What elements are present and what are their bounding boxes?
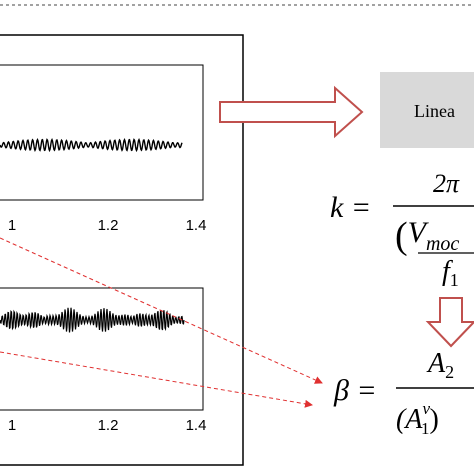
x-tick-label: 1.2 xyxy=(98,217,119,234)
equation-lhs: β = xyxy=(333,374,377,407)
numerator: 2π xyxy=(433,169,460,198)
box-label: Linea xyxy=(414,101,455,121)
x-tick-label: 1.2 xyxy=(98,417,119,434)
waveform xyxy=(0,137,183,153)
waveform xyxy=(0,307,185,333)
denominator: (Vmoc xyxy=(395,215,459,257)
x-tick-label: 1.4 xyxy=(186,217,207,234)
panel-frame xyxy=(0,34,244,466)
denominator: (Av 1) xyxy=(396,399,439,438)
link-arrow xyxy=(0,237,323,384)
x-tick-label: 1 xyxy=(8,217,16,234)
flow-arrow xyxy=(219,85,364,139)
x-tick-label: 1.4 xyxy=(186,417,207,434)
denominator-bottom: f1 xyxy=(442,256,459,290)
plot-frame xyxy=(0,287,204,411)
equation-lhs: k = xyxy=(330,191,371,224)
flow-arrow xyxy=(425,297,474,348)
plot-frame xyxy=(0,64,204,201)
link-arrow xyxy=(0,351,313,408)
numerator: A2 xyxy=(426,348,454,382)
process-box xyxy=(380,72,474,148)
x-tick-label: 1 xyxy=(8,417,16,434)
